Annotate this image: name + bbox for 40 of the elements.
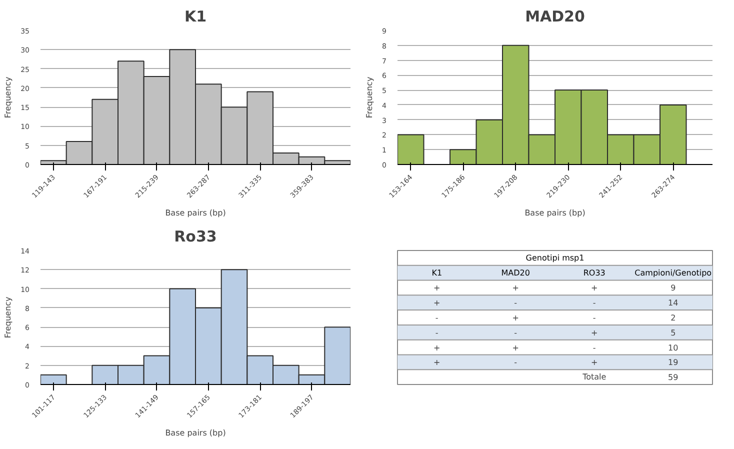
text: - — [592, 314, 596, 322]
text: + — [512, 284, 519, 293]
text: 9 — [670, 284, 676, 293]
text: Genotipi msp1 — [526, 253, 584, 262]
category-label: Campioni/Genotipo — [634, 268, 712, 278]
text: + — [434, 358, 440, 368]
category-label: K1 — [432, 268, 442, 278]
text: 19 — [668, 358, 678, 368]
text: 59 — [668, 373, 678, 382]
text: + — [591, 328, 598, 338]
y-axis-title: Frequency — [4, 296, 13, 338]
text: + — [591, 284, 598, 293]
text: + — [434, 343, 440, 352]
text: + — [591, 358, 598, 368]
x-axis-title: Base pairs (bp) — [524, 208, 586, 218]
text: 10 — [668, 343, 678, 352]
y-axis-title: Frequency — [365, 76, 374, 118]
y-axis-title: Frequency — [4, 76, 13, 118]
x-axis-title: Base pairs (bp) — [165, 208, 226, 218]
text: - — [435, 314, 438, 322]
text: - — [514, 298, 518, 308]
text: - — [592, 298, 596, 308]
chart-title: K1 — [184, 8, 207, 26]
text: - — [514, 358, 518, 368]
text: - — [592, 343, 596, 352]
text: Totale — [582, 372, 606, 382]
text: - — [514, 328, 518, 338]
x-axis-title: Base pairs (bp) — [165, 428, 226, 438]
text: 14 — [668, 298, 678, 308]
text: + — [512, 343, 519, 352]
text: 5 — [670, 328, 676, 338]
chart-title: MAD20 — [525, 8, 585, 26]
text: + — [512, 314, 519, 322]
category-label: MAD20 — [501, 268, 530, 278]
category-label: RO33 — [583, 268, 606, 278]
text: + — [434, 284, 440, 293]
text: - — [435, 328, 438, 338]
text: 2 — [670, 314, 676, 322]
text: + — [434, 298, 440, 308]
chart-title: Ro33 — [174, 228, 217, 246]
